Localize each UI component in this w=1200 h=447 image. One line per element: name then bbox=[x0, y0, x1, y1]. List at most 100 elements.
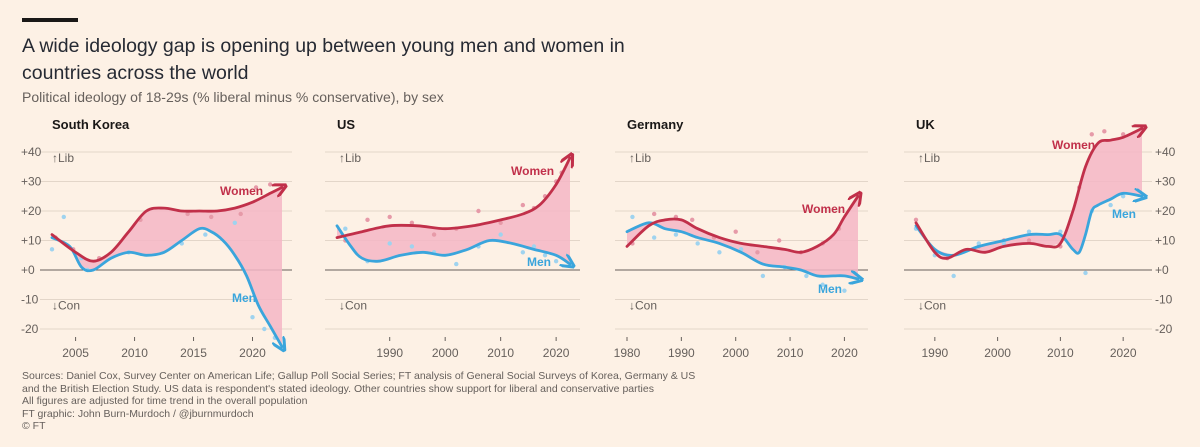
x-tick-label: 1990 bbox=[376, 346, 403, 360]
men-point bbox=[695, 241, 700, 246]
lib-note: ↑Lib bbox=[629, 151, 651, 165]
x-tick-label: 2020 bbox=[831, 346, 858, 360]
y-tick-label: +10 bbox=[1155, 234, 1176, 248]
men-point bbox=[232, 220, 238, 225]
y-tick-label: +0 bbox=[21, 263, 35, 277]
men-point bbox=[498, 232, 503, 237]
lib-note: ↑Lib bbox=[918, 151, 940, 165]
men-line bbox=[50, 226, 282, 346]
men-point bbox=[651, 235, 657, 240]
men-point bbox=[760, 273, 766, 279]
women-point bbox=[387, 214, 392, 220]
men-point bbox=[409, 244, 415, 249]
panel-uk: UK +40 +30 +20 +10 +0 -10 -20 ↑Lib ↓Con Women Men 19… bbox=[904, 117, 1176, 360]
x-tick-label: 2000 bbox=[984, 346, 1011, 360]
women-line bbox=[914, 128, 1142, 260]
women-point bbox=[1102, 129, 1107, 134]
footer-copyright: © FT bbox=[22, 420, 46, 433]
women-line bbox=[50, 187, 282, 263]
women-point bbox=[776, 238, 782, 243]
men-point bbox=[630, 214, 635, 220]
men-point bbox=[820, 282, 825, 287]
lib-note: ↑Lib bbox=[339, 151, 361, 165]
x-tick-label: 2015 bbox=[180, 346, 207, 360]
men-point bbox=[454, 261, 459, 267]
women-point bbox=[268, 182, 273, 187]
men-label: Men bbox=[527, 255, 551, 269]
women-point bbox=[1026, 238, 1032, 243]
men-line bbox=[914, 193, 1142, 257]
y-tick-label: -10 bbox=[21, 293, 39, 307]
women-point bbox=[238, 211, 243, 217]
y-tick-label: +30 bbox=[21, 175, 42, 189]
charts-container: South Korea +40 +30 +20 +10 +0 -10 -20 ↑Lib ↓Con W… bbox=[21, 117, 1176, 360]
women-point bbox=[409, 220, 415, 225]
men-point bbox=[387, 241, 392, 246]
y-tick-label: +20 bbox=[21, 204, 42, 218]
panel-title: Germany bbox=[627, 117, 684, 132]
y-tick-label: -20 bbox=[21, 322, 39, 336]
footer: Sources: Daniel Cox, Survey Center on Am… bbox=[22, 370, 695, 433]
y-tick-label: +0 bbox=[1155, 263, 1169, 277]
men-point bbox=[203, 232, 208, 237]
footer-sources-2: and the British Election Study. US data … bbox=[22, 382, 654, 395]
men-point bbox=[976, 241, 981, 246]
men-point bbox=[717, 250, 722, 255]
women-point bbox=[365, 217, 370, 223]
men-point bbox=[673, 232, 679, 237]
panel-title: UK bbox=[916, 117, 935, 132]
women-point bbox=[185, 211, 190, 217]
women-point bbox=[253, 185, 259, 190]
men-line bbox=[625, 221, 858, 279]
men-point bbox=[61, 214, 66, 220]
y-tick-label: -10 bbox=[1155, 293, 1173, 307]
panel-title: US bbox=[337, 117, 355, 132]
women-line bbox=[625, 196, 858, 254]
men-point bbox=[804, 273, 809, 279]
men-point bbox=[531, 244, 537, 249]
women-label: Women bbox=[1052, 138, 1095, 152]
women-point bbox=[733, 229, 738, 234]
x-tick-label: 2005 bbox=[62, 346, 89, 360]
men-point bbox=[1026, 229, 1032, 234]
women-point bbox=[209, 214, 214, 220]
y-tick-label: +40 bbox=[1155, 145, 1176, 159]
men-point bbox=[1083, 270, 1088, 276]
footer-note: All figures are adjusted for time trend … bbox=[22, 395, 308, 408]
gap-area bbox=[627, 196, 858, 279]
con-note: ↓Con bbox=[339, 299, 367, 313]
chart-subtitle: Political ideology of 18-29s (% liberal … bbox=[22, 89, 444, 105]
women-point bbox=[476, 208, 481, 214]
women-point bbox=[520, 202, 526, 208]
gap-area bbox=[916, 128, 1142, 258]
women-point bbox=[690, 217, 695, 223]
women-label: Women bbox=[802, 202, 845, 216]
men-label: Men bbox=[232, 291, 256, 305]
y-tick-label: +20 bbox=[1155, 204, 1176, 218]
x-tick-label: 1980 bbox=[614, 346, 641, 360]
panel-germany: Germany ↑Lib ↓Con Women Men 1980 1990 2000 2010 2… bbox=[614, 117, 868, 360]
x-tick-label: 2010 bbox=[777, 346, 804, 360]
women-point bbox=[755, 250, 760, 255]
men-point bbox=[262, 326, 267, 332]
men-label: Men bbox=[818, 282, 842, 296]
men-point bbox=[520, 250, 526, 255]
men-point bbox=[343, 226, 348, 231]
x-tick-label: 1990 bbox=[668, 346, 695, 360]
chart-title: A wide ideology gap is opening up betwee… bbox=[22, 35, 625, 84]
women-point bbox=[498, 220, 503, 225]
x-tick-label: 2010 bbox=[487, 346, 514, 360]
men-point bbox=[250, 315, 255, 320]
x-tick-label: 2020 bbox=[543, 346, 570, 360]
men-line bbox=[335, 224, 570, 264]
footer-credit: FT graphic: John Burn-Murdoch / @jburnmu… bbox=[22, 407, 254, 420]
x-tick-label: 2010 bbox=[1047, 346, 1074, 360]
con-note: ↓Con bbox=[52, 299, 80, 313]
panel-south-korea: South Korea +40 +30 +20 +10 +0 -10 -20 ↑Lib ↓Con W… bbox=[21, 117, 292, 360]
women-point bbox=[431, 232, 437, 237]
x-tick-label: 2020 bbox=[239, 346, 266, 360]
y-tick-label: +30 bbox=[1155, 175, 1176, 189]
x-tick-label: 2000 bbox=[722, 346, 749, 360]
men-point bbox=[842, 288, 847, 293]
women-label: Women bbox=[220, 184, 263, 198]
